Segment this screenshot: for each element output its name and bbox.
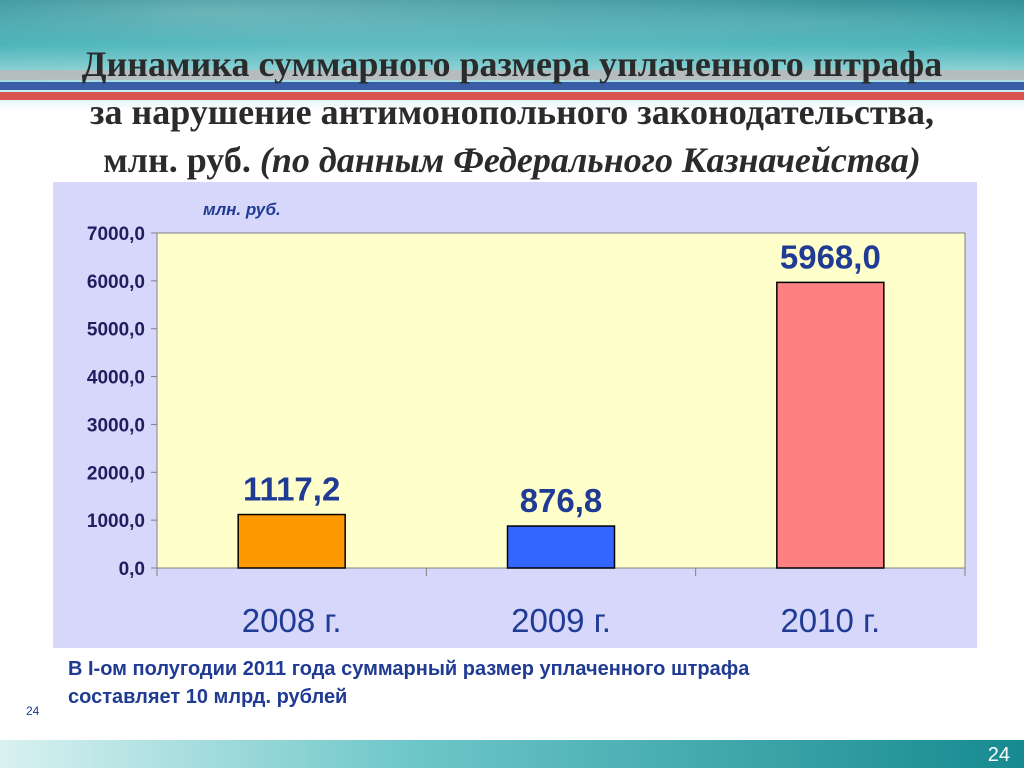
footnote-line-2: составляет 10 млрд. рублей bbox=[68, 686, 348, 708]
y-unit-label: млн. руб. bbox=[203, 200, 281, 219]
slide-title: Динамика суммарного размера уплаченного … bbox=[20, 40, 1004, 184]
title-source: (по данным Федерального Казначейства) bbox=[259, 140, 921, 180]
chart-panel: млн. руб. 0,0 1000,0 2000,0 3000,0 4000,0 500… bbox=[53, 182, 977, 648]
y-tick-label: 2000,0 bbox=[87, 463, 145, 484]
bar-chart: млн. руб. 0,0 1000,0 2000,0 3000,0 4000,0 500… bbox=[87, 200, 966, 639]
y-tick-label: 1000,0 bbox=[87, 511, 145, 532]
bar bbox=[237, 513, 346, 569]
bar-value-label: 876,8 bbox=[520, 482, 603, 519]
header-background bbox=[0, 0, 1024, 110]
bar-value-label: 5968,0 bbox=[780, 238, 881, 275]
y-tick-label: 5000,0 bbox=[87, 320, 145, 341]
y-tick-label: 6000,0 bbox=[87, 272, 145, 293]
header-stripe-red bbox=[0, 92, 1024, 100]
y-tick-label: 4000,0 bbox=[87, 368, 145, 389]
bar-value-label: 1117,2 bbox=[243, 471, 340, 508]
y-tick-label: 3000,0 bbox=[87, 415, 145, 436]
page-number-small: 24 bbox=[26, 704, 40, 718]
title-line-1: Динамика суммарного размера уплаченного … bbox=[81, 44, 943, 84]
title-unit: млн. руб. bbox=[103, 140, 260, 180]
footnote-line-1: В I-ом полугодии 2011 года суммарный раз… bbox=[68, 658, 750, 680]
title-line-2: за нарушение антимонопольного законодате… bbox=[90, 92, 934, 132]
y-tick-label: 0,0 bbox=[119, 559, 145, 580]
header-stripe-grey bbox=[0, 70, 1024, 80]
bar bbox=[776, 281, 885, 569]
footer-background bbox=[0, 740, 1024, 768]
x-tick-label: 2009 г. bbox=[511, 602, 611, 639]
footnote: В I-ом полугодии 2011 года суммарный раз… bbox=[68, 655, 968, 711]
x-tick-label: 2010 г. bbox=[780, 602, 880, 639]
page-number: 24 bbox=[987, 744, 1010, 766]
header-stripe-blue bbox=[0, 82, 1024, 90]
title-line-3: млн. руб. (по данным Федерального Казнач… bbox=[20, 136, 1004, 184]
bar bbox=[506, 525, 616, 569]
y-tick-label: 7000,0 bbox=[87, 224, 145, 245]
x-tick-label: 2008 г. bbox=[242, 602, 342, 639]
